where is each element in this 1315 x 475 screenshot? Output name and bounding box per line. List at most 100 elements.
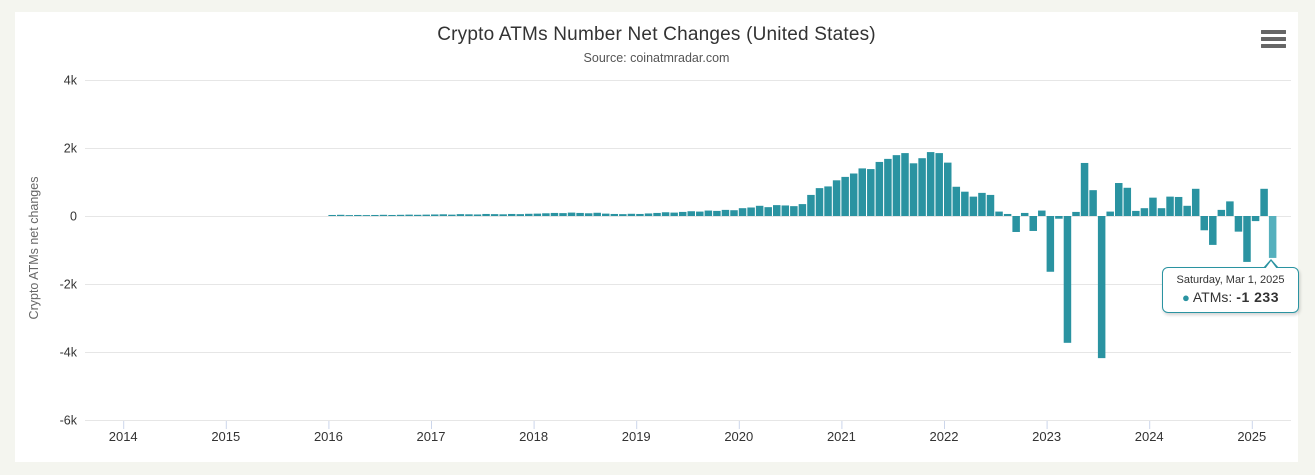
bar-2017-09[interactable]: [499, 214, 507, 216]
bar-2023-11[interactable]: [1132, 210, 1140, 216]
bar-2017-06[interactable]: [473, 214, 482, 216]
bar-2024-07[interactable]: [1200, 216, 1209, 231]
bar-2020-12[interactable]: [832, 180, 841, 216]
bar-2018-03[interactable]: [550, 212, 559, 216]
bar-2017-11[interactable]: [516, 214, 525, 216]
bar-2022-04[interactable]: [969, 196, 978, 216]
bar-2021-04[interactable]: [867, 169, 875, 216]
bar-2019-07[interactable]: [687, 211, 696, 216]
bar-2017-12[interactable]: [525, 213, 533, 216]
bar-2017-02[interactable]: [439, 214, 448, 216]
bar-2020-07[interactable]: [790, 206, 798, 216]
bar-2024-02[interactable]: [1157, 208, 1166, 216]
chart-menu-button[interactable]: [1259, 28, 1289, 50]
bar-2016-06[interactable]: [371, 214, 379, 216]
bar-2019-02[interactable]: [644, 213, 653, 216]
bar-2018-08[interactable]: [593, 212, 601, 216]
bar-2023-01[interactable]: [1046, 216, 1055, 272]
bar-2019-12[interactable]: [730, 210, 738, 216]
bar-2018-12[interactable]: [627, 213, 636, 216]
bar-2022-03[interactable]: [961, 191, 969, 216]
bar-2025-03[interactable]: [1268, 216, 1277, 258]
bar-2025-02[interactable]: [1260, 188, 1268, 216]
bar-2019-03[interactable]: [653, 212, 661, 216]
bar-2020-04[interactable]: [764, 207, 772, 216]
bar-2024-05[interactable]: [1183, 205, 1191, 216]
bar-2024-09[interactable]: [1217, 209, 1226, 216]
bar-2018-11[interactable]: [619, 214, 627, 216]
bar-2021-06[interactable]: [884, 158, 892, 216]
bar-2019-06[interactable]: [678, 211, 687, 216]
bar-2016-05[interactable]: [362, 215, 371, 216]
bar-2023-10[interactable]: [1123, 187, 1132, 216]
bar-2016-02[interactable]: [336, 214, 345, 216]
bar-2024-06[interactable]: [1191, 188, 1200, 216]
bar-2023-08[interactable]: [1106, 211, 1114, 216]
bar-2020-02[interactable]: [747, 207, 755, 217]
bar-2020-11[interactable]: [824, 186, 832, 216]
bar-2020-08[interactable]: [798, 204, 807, 216]
bar-2021-11[interactable]: [926, 152, 935, 216]
bar-2016-03[interactable]: [345, 215, 354, 216]
bar-2023-02[interactable]: [1055, 216, 1063, 219]
bar-2017-07[interactable]: [482, 213, 490, 216]
bar-2017-03[interactable]: [448, 214, 456, 216]
bar-2018-09[interactable]: [602, 213, 610, 216]
bar-2016-10[interactable]: [405, 214, 413, 216]
bar-2019-09[interactable]: [704, 210, 713, 216]
bar-2024-04[interactable]: [1174, 196, 1183, 216]
bar-2019-04[interactable]: [661, 212, 670, 216]
bar-2019-11[interactable]: [721, 209, 730, 216]
bar-2021-05[interactable]: [875, 161, 884, 216]
bar-2022-01[interactable]: [944, 162, 952, 216]
bar-2018-01[interactable]: [533, 213, 542, 216]
bar-2023-04[interactable]: [1072, 211, 1080, 216]
bar-2023-06[interactable]: [1089, 190, 1097, 216]
bar-2020-05[interactable]: [773, 205, 781, 216]
bar-2018-05[interactable]: [567, 212, 576, 216]
bar-2021-10[interactable]: [918, 158, 926, 216]
bar-2017-01[interactable]: [431, 214, 439, 216]
bar-2021-03[interactable]: [858, 168, 867, 216]
bar-2017-10[interactable]: [507, 213, 516, 216]
bar-2016-01[interactable]: [328, 214, 336, 216]
bar-2022-02[interactable]: [952, 186, 961, 216]
bar-2024-12[interactable]: [1243, 216, 1251, 262]
bar-2021-12[interactable]: [935, 153, 943, 216]
bar-2020-10[interactable]: [815, 188, 824, 216]
bar-2016-04[interactable]: [354, 214, 362, 216]
bar-2019-08[interactable]: [696, 211, 704, 216]
bar-2022-07[interactable]: [995, 211, 1003, 216]
bar-2016-12[interactable]: [422, 214, 430, 216]
bar-2018-02[interactable]: [542, 213, 550, 216]
bar-2024-01[interactable]: [1149, 197, 1157, 216]
bar-2023-12[interactable]: [1140, 208, 1149, 216]
bar-2021-01[interactable]: [841, 176, 849, 216]
bar-2018-07[interactable]: [584, 213, 593, 216]
bar-2024-08[interactable]: [1209, 216, 1217, 245]
bar-2019-05[interactable]: [670, 212, 678, 216]
bar-2022-06[interactable]: [986, 194, 995, 216]
bar-2019-01[interactable]: [636, 213, 644, 216]
bar-2024-11[interactable]: [1234, 216, 1243, 232]
bar-2022-11[interactable]: [1029, 216, 1038, 231]
bar-2018-10[interactable]: [610, 213, 619, 216]
bar-2025-01[interactable]: [1251, 216, 1260, 222]
bar-2020-01[interactable]: [738, 208, 747, 216]
bar-2024-10[interactable]: [1226, 201, 1234, 216]
bar-2020-09[interactable]: [807, 194, 815, 216]
bar-2017-05[interactable]: [465, 214, 473, 216]
bar-2022-08[interactable]: [1003, 213, 1012, 216]
bar-2022-05[interactable]: [978, 192, 986, 216]
bar-2016-11[interactable]: [413, 214, 422, 216]
bar-2019-10[interactable]: [713, 210, 721, 216]
bar-2017-08[interactable]: [490, 214, 499, 216]
bar-2017-04[interactable]: [456, 214, 465, 216]
bar-2022-12[interactable]: [1038, 210, 1046, 216]
bar-2018-06[interactable]: [576, 212, 584, 216]
bar-2016-08[interactable]: [388, 214, 396, 216]
bar-2018-04[interactable]: [559, 213, 567, 216]
bar-2020-03[interactable]: [755, 205, 764, 216]
bar-2021-08[interactable]: [901, 153, 909, 216]
bar-2021-02[interactable]: [849, 173, 858, 217]
